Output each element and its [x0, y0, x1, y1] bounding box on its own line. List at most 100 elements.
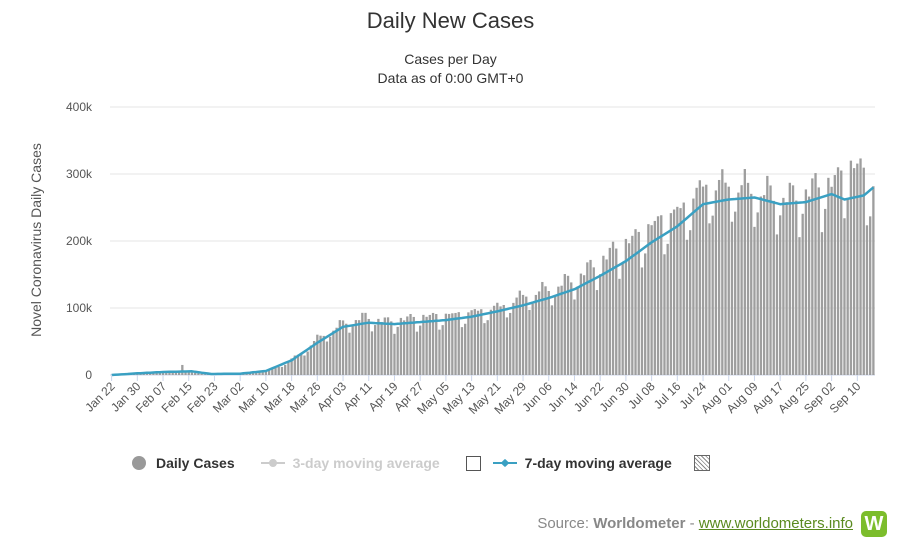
daily-cases-bar: [184, 371, 187, 375]
daily-cases-bar: [537, 291, 541, 375]
daily-cases-bar: [769, 185, 772, 375]
daily-cases-bar: [293, 355, 296, 375]
daily-cases-bar: [415, 331, 419, 375]
daily-cases-bar: [255, 371, 258, 375]
daily-cases-bar: [332, 330, 335, 375]
daily-cases-bar: [367, 318, 370, 375]
daily-cases-bar: [611, 241, 615, 375]
daily-cases-bar: [364, 312, 367, 375]
daily-cases-bar: [261, 371, 264, 375]
daily-cases-bar: [717, 179, 721, 375]
legend-item-three-day-average[interactable]: 3-day moving average: [260, 455, 440, 471]
daily-cases-bar: [724, 182, 727, 375]
daily-cases-bar: [608, 247, 611, 375]
daily-cases-bar: [203, 374, 206, 375]
daily-cases-bar: [772, 200, 775, 375]
legend-label: Daily Cases: [156, 455, 235, 471]
daily-cases-bar: [846, 198, 849, 375]
daily-cases-bar: [682, 202, 685, 375]
daily-cases-bar: [486, 320, 489, 375]
daily-cases-bar: [833, 175, 836, 375]
daily-cases-bar: [161, 372, 165, 375]
daily-cases-bar: [734, 211, 737, 375]
daily-cases-bar: [502, 304, 505, 375]
daily-cases-bar: [824, 208, 827, 375]
source-name: Worldometer: [593, 515, 686, 532]
daily-cases-bar: [573, 299, 576, 375]
log-scale-toggle-icon[interactable]: [693, 455, 710, 471]
daily-cases-bar: [390, 321, 393, 375]
source-separator: -: [685, 515, 699, 532]
daily-cases-bar: [570, 282, 573, 375]
daily-cases-bar: [431, 312, 435, 375]
daily-cases-bar: [187, 372, 190, 375]
daily-cases-bar: [589, 259, 592, 375]
daily-cases-bar: [766, 175, 769, 375]
source-link[interactable]: www.worldometers.info: [698, 515, 853, 532]
daily-cases-bar: [473, 309, 476, 375]
daily-cases-bar: [267, 369, 271, 375]
daily-cases-bar: [708, 223, 711, 375]
daily-cases-bar: [499, 306, 502, 375]
daily-cases-bar: [814, 173, 817, 375]
daily-cases-bar: [582, 275, 586, 375]
daily-cases-bar: [145, 373, 149, 375]
daily-cases-bar: [862, 167, 865, 375]
daily-cases-bar: [322, 335, 325, 375]
daily-cases-bar: [296, 354, 300, 375]
daily-cases-bar: [788, 182, 791, 375]
daily-cases-bar: [737, 192, 740, 375]
daily-cases-bar: [370, 331, 374, 375]
daily-cases-bar: [345, 323, 348, 375]
daily-cases-bar: [425, 316, 428, 375]
daily-cases-bar: [483, 323, 486, 375]
daily-cases-bar: [859, 158, 862, 375]
daily-cases-bar: [435, 314, 438, 375]
daily-cases-bar: [830, 186, 833, 375]
legend-item-seven-day-average[interactable]: 7-day moving average: [492, 455, 672, 471]
daily-cases-bar: [464, 323, 467, 375]
y-axis-title: Novel Coronavirus Daily Cases: [28, 143, 44, 337]
daily-cases-bar: [605, 259, 608, 375]
daily-cases-bar: [762, 195, 766, 375]
daily-cases-bar: [804, 189, 808, 375]
source-credit: Source: Worldometer - www.worldometers.i…: [537, 515, 853, 532]
daily-cases-bar: [489, 309, 493, 375]
y-tick-label: 100k: [66, 301, 93, 315]
daily-cases-bar: [155, 372, 158, 375]
daily-cases-bar: [621, 262, 624, 375]
y-tick-label: 200k: [66, 234, 93, 248]
y-tick-label: 300k: [66, 167, 93, 181]
daily-cases-bar: [306, 351, 309, 375]
daily-cases-bar: [264, 370, 268, 375]
daily-cases-bar: [579, 273, 583, 375]
source-prefix: Source:: [537, 515, 594, 532]
daily-cases-bar: [840, 170, 843, 375]
daily-cases-bar: [525, 296, 528, 375]
daily-cases-bar: [319, 335, 322, 375]
daily-cases-bar: [782, 197, 785, 375]
daily-cases-bar: [779, 215, 782, 375]
daily-cases-bar: [528, 309, 531, 375]
daily-cases-bar: [669, 213, 673, 375]
daily-cases-bar: [271, 368, 274, 375]
daily-cases-bar: [820, 232, 824, 375]
daily-cases-bar: [541, 281, 544, 375]
daily-cases-bar: [428, 314, 431, 375]
daily-cases-bar: [467, 312, 470, 375]
daily-cases-bar: [672, 209, 676, 375]
legend-line-icon: [260, 459, 285, 467]
seven-day-average-line: [111, 186, 875, 377]
daily-cases-bar: [300, 353, 303, 375]
daily-cases-bar: [676, 206, 679, 375]
toggle-checkbox[interactable]: [465, 455, 481, 471]
daily-cases-bar: [168, 372, 171, 375]
legend-item-daily-cases[interactable]: Daily Cases: [132, 455, 235, 471]
daily-cases-bar: [849, 160, 853, 375]
worldometer-logo: W: [861, 511, 887, 537]
daily-cases-bar: [312, 341, 316, 375]
legend: Daily Cases 3-day moving average 7-day m…: [132, 452, 710, 474]
daily-cases-bar: [284, 364, 287, 375]
x-tick-label: Apr 03: [314, 379, 349, 414]
